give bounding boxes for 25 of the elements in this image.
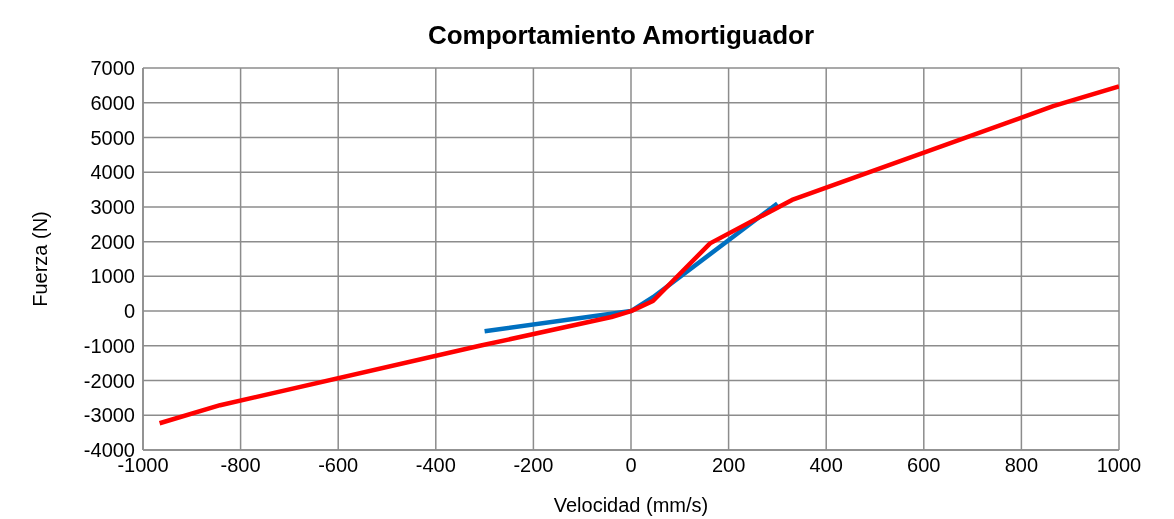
x-tick-label: -400 [415,454,456,477]
y-tick-label: 6000 [90,91,135,114]
y-tick-label: 5000 [90,126,135,149]
y-tick-label: 0 [123,300,135,323]
x-tick-label: -800 [220,454,261,477]
y-tick-label: -3000 [83,404,135,427]
x-tick-label: 400 [809,454,843,477]
y-tick-label: 7000 [90,57,135,80]
y-tick-label: -2000 [83,369,135,392]
x-tick-label: 1000 [1096,454,1142,477]
x-tick-label: -600 [318,454,359,477]
y-tick-label: -1000 [83,334,135,357]
y-tick-label: 1000 [90,265,135,288]
y-tick-label: 2000 [90,230,135,253]
chart-title: Comportamiento Amortiguador [426,20,816,51]
y-tick-label: 4000 [90,161,135,184]
line-series [157,84,1119,426]
x-tick-label: -200 [513,454,554,477]
x-tick-label: 600 [907,454,941,477]
y-tick-label: 3000 [90,196,135,219]
x-tick-label: 200 [711,454,746,477]
x-tick-label: 0 [625,454,637,477]
y-axis-title: Fuerza (N) [29,211,52,307]
x-axis-title: Velocidad (mm/s) [553,494,709,516]
x-tick-label: 800 [1004,454,1039,477]
